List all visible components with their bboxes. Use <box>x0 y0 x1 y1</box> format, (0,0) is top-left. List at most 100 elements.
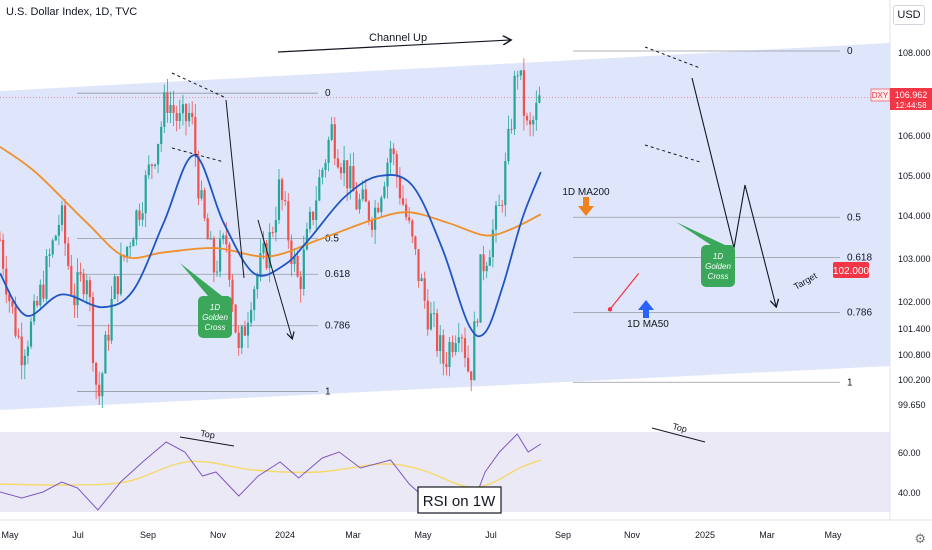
fib-right-label: 1 <box>847 377 853 388</box>
candle-body <box>324 162 327 170</box>
ma50-label: 1D MA50 <box>627 319 669 330</box>
candle-body <box>101 373 104 397</box>
channel-arrow <box>277 40 510 53</box>
currency-button[interactable]: USD <box>893 5 925 25</box>
candle-body <box>36 300 39 306</box>
x-axis-tick: Sep <box>140 530 156 540</box>
candle-body <box>228 244 231 280</box>
candle-body <box>293 255 296 264</box>
candle-body <box>352 166 355 192</box>
candle-body <box>287 201 290 241</box>
target-price-tag <box>833 262 869 278</box>
candle-body <box>160 126 163 145</box>
candles <box>0 58 541 408</box>
candle-body <box>2 239 5 269</box>
candle-body <box>429 313 432 330</box>
fib-left-label: 0.786 <box>325 321 350 332</box>
price-axis-tick: 100.200 <box>898 375 931 385</box>
golden-cross-left-pointer <box>180 263 222 296</box>
golden-cross-right-text: 1D <box>713 252 723 261</box>
rsi-ma-line <box>0 459 542 488</box>
gear-icon[interactable]: ⚙ <box>914 531 926 546</box>
candle-body <box>14 306 17 336</box>
target-price-value: 102.000 <box>833 266 870 277</box>
golden-cross-left-text: Cross <box>205 323 226 332</box>
candle-body <box>485 265 488 272</box>
candle-body <box>417 249 420 282</box>
candle-body <box>355 191 358 210</box>
candle-body <box>23 355 26 366</box>
candle-body <box>45 255 48 299</box>
candle-body <box>5 268 8 295</box>
candle-body <box>39 284 42 306</box>
x-axis-tick: Nov <box>210 530 227 540</box>
candle-body <box>370 220 374 230</box>
candle-body <box>445 363 448 367</box>
candle-body <box>268 232 271 269</box>
candle-body <box>448 342 451 367</box>
candle-body <box>240 326 243 348</box>
candle-body <box>212 238 215 273</box>
candle-body <box>48 254 51 256</box>
candle-body <box>163 92 166 127</box>
golden-cross-right-pointer <box>676 222 725 245</box>
candle-body <box>175 112 178 121</box>
candle-body <box>321 169 324 178</box>
candle-body <box>0 239 2 241</box>
price-axis-tick: 100.800 <box>898 350 931 360</box>
candle-body <box>51 240 54 255</box>
rsi-top-line-left <box>179 436 235 447</box>
candle-body <box>200 190 203 199</box>
ma200-line <box>0 146 542 260</box>
candle-body <box>222 235 225 240</box>
symbol-tag-text: DXY <box>872 91 889 100</box>
candle-body <box>522 70 525 116</box>
candle-body <box>271 232 274 234</box>
candle-body <box>330 124 333 140</box>
fib-right-label: 0.618 <box>847 252 872 263</box>
top-trendline-right <box>644 46 701 69</box>
candle-body <box>42 284 45 299</box>
candle-body <box>460 337 463 339</box>
price-axis-tick: 108.000 <box>898 48 931 58</box>
fib-left-label: 0.618 <box>325 269 350 280</box>
x-axis-tick: May <box>1 530 19 540</box>
candle-body <box>312 211 315 221</box>
candle-body <box>107 334 110 341</box>
candle-body <box>411 220 414 237</box>
candle-body <box>408 217 411 221</box>
fib-right-label: 0.5 <box>847 212 861 223</box>
candle-body <box>8 294 11 302</box>
candle-body <box>482 254 485 272</box>
candle-body <box>339 167 343 174</box>
candle-body <box>470 371 473 381</box>
x-axis-tick: 2025 <box>695 530 715 540</box>
candle-body <box>296 255 299 277</box>
candle-body <box>525 115 529 121</box>
candle-body <box>181 104 184 114</box>
candle-body <box>17 335 20 337</box>
candle-body <box>519 70 522 76</box>
symbol-tag <box>870 88 891 102</box>
golden-cross-right-text: Cross <box>708 272 729 281</box>
candle-body <box>510 128 513 130</box>
candle-body <box>135 210 138 240</box>
candle-body <box>237 332 240 348</box>
candle-body <box>64 205 67 244</box>
candle-body <box>290 240 293 264</box>
rsi-top-line-right <box>651 427 706 443</box>
candle-body <box>60 205 64 225</box>
fib-right-label: 0.786 <box>847 308 872 319</box>
price-axis-tick: 104.000 <box>898 211 931 221</box>
candle-body <box>516 75 519 77</box>
candle-body <box>141 213 144 220</box>
x-axis-tick: Jul <box>72 530 84 540</box>
candle-body <box>147 164 150 176</box>
candle-body <box>358 199 361 210</box>
candle-body <box>488 257 491 266</box>
candle-body <box>26 346 29 356</box>
candle-body <box>426 300 429 330</box>
candle-body <box>308 211 312 230</box>
rsi-axis-tick: 60.00 <box>898 448 921 458</box>
